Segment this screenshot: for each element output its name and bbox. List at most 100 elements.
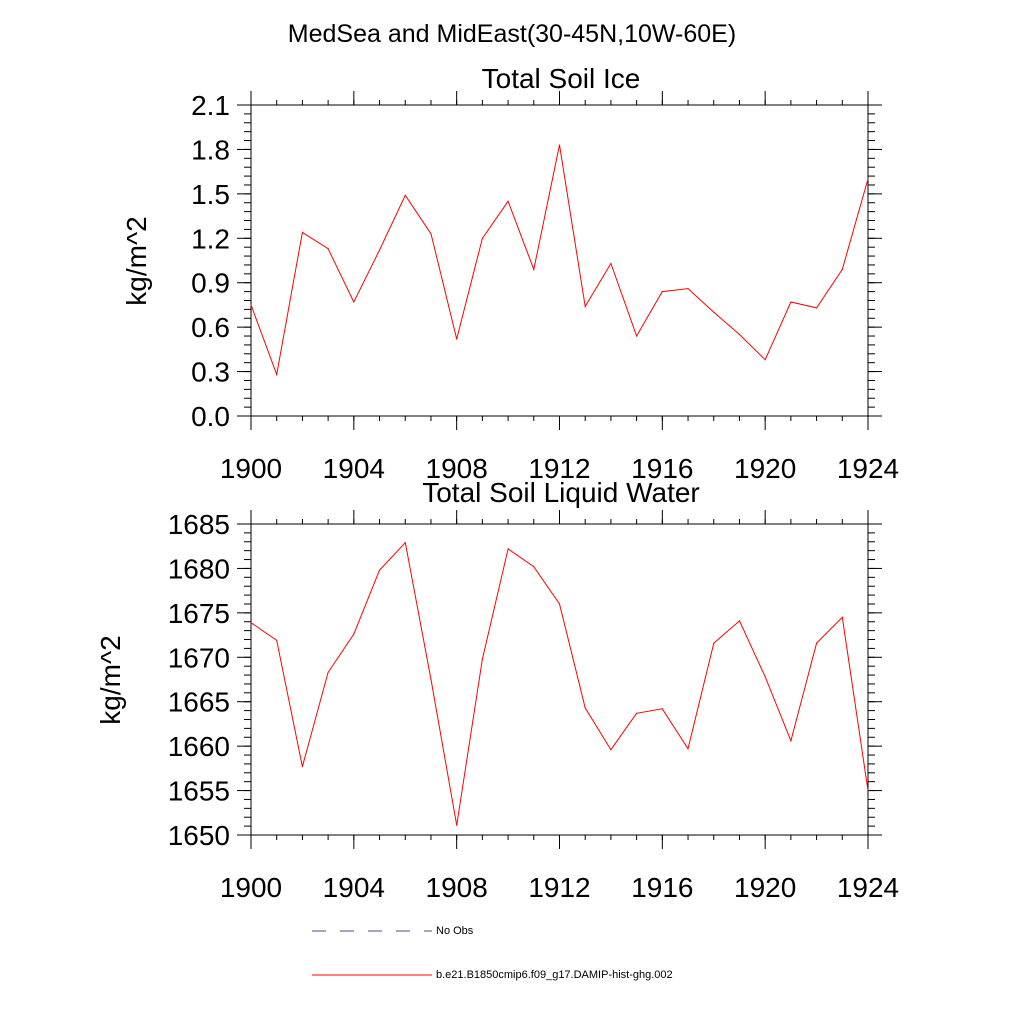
- data-point: [610, 749, 612, 751]
- x-tick-label: 1920: [734, 453, 796, 484]
- x-tick-label: 1916: [631, 453, 693, 484]
- x-tick-label: 1900: [220, 872, 282, 903]
- data-point: [533, 268, 535, 270]
- data-point: [867, 178, 869, 180]
- y-tick-label: 2.1: [191, 90, 230, 121]
- data-point: [841, 616, 843, 618]
- data-point: [507, 548, 509, 550]
- data-point: [456, 824, 458, 826]
- panel-title-soil-ice: Total Soil Ice: [482, 63, 641, 94]
- series-line: [250, 144, 869, 377]
- data-point: [558, 603, 561, 605]
- data-point: [276, 373, 278, 376]
- y-tick-label: 0.9: [191, 268, 230, 299]
- data-point: [353, 633, 355, 635]
- y-tick-label: 1655: [168, 776, 230, 807]
- x-tick-label: 1904: [323, 453, 385, 484]
- y-tick-label: 1.5: [191, 179, 230, 210]
- data-point: [764, 359, 766, 361]
- data-point: [301, 765, 304, 768]
- legend: No Obs b.e21.B1850cmip6.f09_g17.DAMIP-hi…: [312, 925, 673, 981]
- y-tick-label: 1650: [168, 820, 230, 851]
- x-tick-label: 1900: [220, 453, 282, 484]
- y-tick-label: 1665: [168, 687, 230, 718]
- data-point: [404, 194, 406, 196]
- data-point: [661, 708, 663, 710]
- panel-soil-liquid-water: Total Soil Liquid Water 1650 1655 1660 1665…: [95, 477, 899, 903]
- y-tick-label: 1.8: [191, 134, 230, 165]
- data-point: [533, 566, 535, 568]
- x-tick-label: 1924: [837, 872, 899, 903]
- data-point: [250, 304, 252, 306]
- y-tick-label: 1685: [168, 509, 230, 540]
- data-point: [250, 622, 252, 624]
- y-tick-labels-soil-liquid-water: 1650 1655 1660 1665 1670 1675 1680 1685: [168, 509, 230, 851]
- x-tick-label: 1920: [734, 872, 796, 903]
- data-point: [713, 642, 715, 644]
- y-tick-label: 1.2: [191, 223, 230, 254]
- data-point: [378, 569, 381, 571]
- data-point: [687, 288, 689, 290]
- data-point: [867, 789, 869, 792]
- data-point: [661, 291, 663, 293]
- series-soil-ice: [250, 144, 869, 377]
- grid-ticks-soil-liquid-water: [237, 510, 882, 849]
- data-point: [404, 542, 406, 544]
- panel-title-soil-liquid-water: Total Soil Liquid Water: [422, 477, 700, 508]
- data-point: [327, 248, 329, 250]
- y-axis-label-soil-liquid-water: kg/m^2: [95, 635, 126, 724]
- x-tick-labels-soil-ice: 1900 1904 1908 1912 1916 1920 1924: [220, 453, 899, 484]
- x-tick-label: 1904: [323, 872, 385, 903]
- data-point: [430, 233, 432, 235]
- x-tick-label: 1908: [426, 872, 488, 903]
- grid-ticks-soil-ice: [237, 91, 882, 430]
- y-tick-label: 0.0: [191, 401, 230, 432]
- data-point: [738, 620, 741, 622]
- data-point: [584, 707, 586, 709]
- data-point: [456, 338, 458, 340]
- y-tick-labels-soil-ice: 0.0 0.3 0.6 0.9 1.2 1.5 1.8 2.1: [191, 90, 230, 432]
- plot-frame-soil-ice: [250, 104, 869, 417]
- plot-frame-soil-liquid-water: [250, 523, 869, 836]
- data-point: [481, 658, 483, 660]
- y-tick-label: 1675: [168, 598, 230, 629]
- data-point: [481, 237, 483, 239]
- data-point: [507, 200, 509, 202]
- data-point: [713, 311, 715, 313]
- y-tick-label: 0.6: [191, 312, 230, 343]
- x-tick-labels-soil-liquid-water: 1900 1904 1908 1912 1916 1920 1924: [220, 872, 899, 903]
- x-tick-label: 1908: [426, 453, 488, 484]
- data-point: [558, 144, 561, 146]
- x-tick-label: 1924: [837, 453, 899, 484]
- legend-label-model-run: b.e21.B1850cmip6.f09_g17.DAMIP-hist-ghg.…: [436, 969, 673, 981]
- x-tick-label: 1912: [528, 872, 590, 903]
- x-tick-label: 1916: [631, 872, 693, 903]
- data-point: [738, 333, 741, 336]
- y-tick-label: 0.3: [191, 357, 230, 388]
- data-point: [636, 335, 638, 337]
- y-tick-label: 1660: [168, 731, 230, 762]
- data-point: [610, 262, 612, 265]
- data-point: [815, 307, 818, 309]
- legend-label-no-obs: No Obs: [436, 925, 474, 937]
- data-point: [790, 740, 792, 742]
- data-point: [841, 268, 843, 270]
- data-point: [301, 231, 304, 233]
- data-point: [790, 301, 792, 303]
- data-point: [636, 712, 638, 714]
- panel-soil-ice: Total Soil Ice 0.00.30.60.91.21.51.82.1 …: [121, 63, 899, 484]
- data-point: [815, 642, 818, 644]
- x-tick-label: 1912: [528, 453, 590, 484]
- y-axis-label-soil-ice: kg/m^2: [121, 216, 152, 305]
- series-soil-liquid-water: [250, 541, 869, 826]
- series-line: [250, 541, 869, 826]
- y-tick-label: 1680: [168, 553, 230, 584]
- data-point: [430, 678, 432, 681]
- figure-title: MedSea and MidEast(30-45N,10W-60E): [288, 20, 736, 48]
- data-point: [687, 748, 689, 750]
- data-point: [584, 305, 586, 308]
- y-tick-label: 1670: [168, 642, 230, 673]
- data-point: [378, 249, 381, 251]
- data-point: [276, 639, 278, 642]
